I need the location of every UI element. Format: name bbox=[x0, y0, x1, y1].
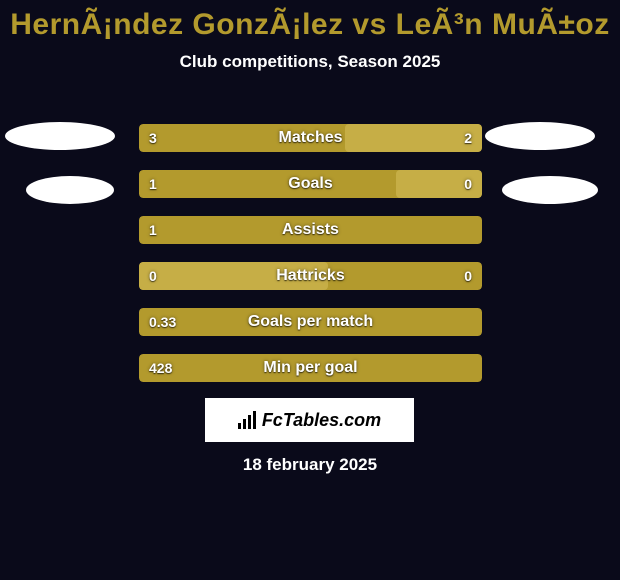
logo-text: FcTables.com bbox=[262, 410, 381, 431]
stat-row-label: Hattricks bbox=[139, 262, 482, 290]
stat-row-value-left: 0 bbox=[139, 262, 167, 290]
stat-row-label: Matches bbox=[139, 124, 482, 152]
stat-row: Min per goal428 bbox=[139, 354, 482, 382]
stat-row-label: Goals per match bbox=[139, 308, 482, 336]
stat-row-value-left: 3 bbox=[139, 124, 167, 152]
stat-row-value-right: 2 bbox=[454, 124, 482, 152]
stat-row-label: Min per goal bbox=[139, 354, 482, 382]
decor-ellipse bbox=[5, 122, 115, 150]
stat-row: Assists1 bbox=[139, 216, 482, 244]
stat-row: Goals per match0.33 bbox=[139, 308, 482, 336]
logo-bars-icon bbox=[238, 411, 256, 429]
stat-row: Matches3 2 bbox=[139, 124, 482, 152]
stat-row-value-left: 428 bbox=[139, 354, 182, 382]
date-line: 18 february 2025 bbox=[0, 455, 620, 475]
page-title: HernÃ¡ndez GonzÃ¡lez vs LeÃ³n MuÃ±oz bbox=[0, 0, 620, 42]
stat-row-label: Assists bbox=[139, 216, 482, 244]
stat-row: Goals1 0 bbox=[139, 170, 482, 198]
decor-ellipse bbox=[502, 176, 598, 204]
stat-row-value-right: 0 bbox=[454, 170, 482, 198]
logo-box: FcTables.com bbox=[205, 398, 414, 442]
stat-row: Hattricks0 0 bbox=[139, 262, 482, 290]
stat-row-value-left: 1 bbox=[139, 170, 167, 198]
stat-row-label: Goals bbox=[139, 170, 482, 198]
stat-rows: Matches32Goals10Assists1Hattricks00Goals… bbox=[139, 124, 482, 400]
stat-row-value-left: 1 bbox=[139, 216, 167, 244]
stat-row-value-left: 0.33 bbox=[139, 308, 186, 336]
decor-ellipse bbox=[26, 176, 114, 204]
page-subtitle: Club competitions, Season 2025 bbox=[0, 52, 620, 72]
decor-ellipse bbox=[485, 122, 595, 150]
stat-row-value-right: 0 bbox=[454, 262, 482, 290]
